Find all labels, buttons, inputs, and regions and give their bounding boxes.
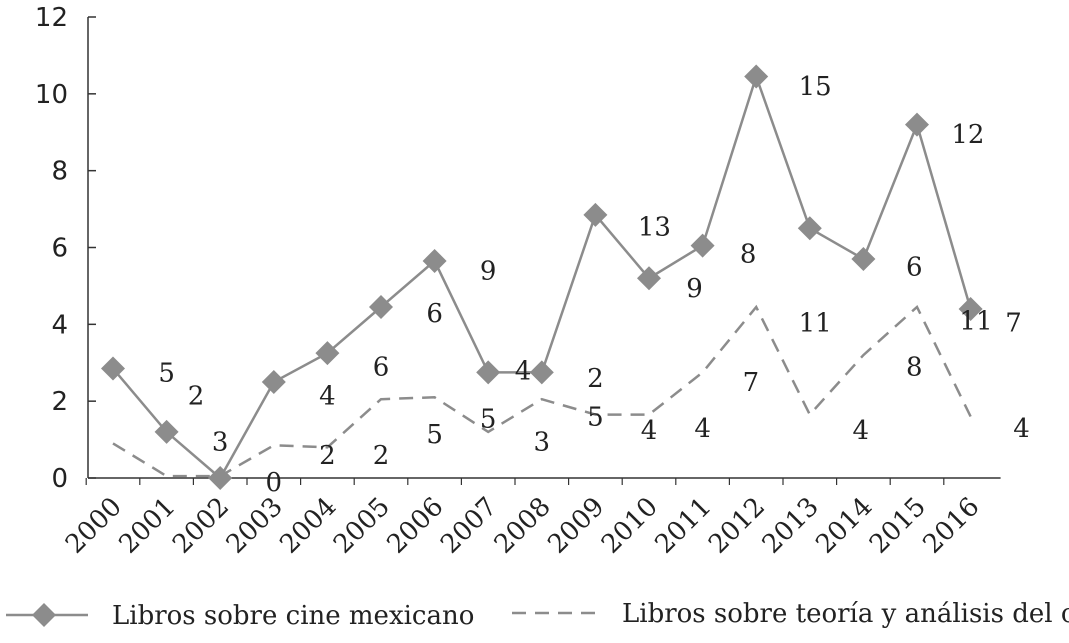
x-tick-label: 2004 [274, 492, 342, 560]
series-lines [112, 72, 972, 480]
x-tick-label: 2008 [489, 492, 557, 560]
data-point-marker [529, 360, 554, 385]
y-tick-label: 6 [51, 234, 68, 264]
x-tick-label: 2010 [596, 492, 664, 560]
data-label: 2 [373, 441, 390, 471]
series-markers [101, 64, 983, 490]
axes [85, 16, 1001, 485]
data-label: 5 [587, 403, 604, 433]
y-tick-label: 8 [51, 157, 68, 187]
data-point-marker [637, 266, 661, 291]
data-point-marker [208, 466, 233, 490]
x-tick-label: 2005 [328, 492, 396, 560]
y-tick-label: 10 [35, 80, 68, 110]
x-tick-label: 2013 [757, 492, 825, 560]
data-point-marker [851, 247, 876, 272]
data-label: 13 [638, 212, 671, 242]
data-label: 12 [951, 120, 984, 150]
x-tick-label: 2011 [650, 492, 718, 560]
data-label: 4 [515, 356, 532, 386]
data-label: 9 [686, 274, 703, 304]
data-point-marker [476, 360, 501, 385]
x-tick-label: 2003 [221, 492, 289, 560]
data-point-marker [261, 369, 286, 394]
data-label: 6 [426, 299, 443, 329]
data-point-marker [583, 202, 608, 227]
x-tick-label: 2016 [918, 492, 986, 560]
data-label: 6 [373, 353, 390, 383]
x-tick-label: 2007 [435, 492, 503, 560]
data-label: 2 [319, 441, 336, 471]
data-label: 8 [740, 239, 757, 269]
legend-label-teoria: Libros sobre teoría y análisis del cine [622, 599, 1069, 629]
data-label: 3 [534, 428, 551, 458]
x-tick-label: 2012 [703, 492, 771, 560]
x-tick-label: 2001 [114, 492, 182, 560]
x-tick-label: 2014 [810, 492, 878, 560]
x-tick-label: 2000 [60, 492, 128, 560]
data-point-marker [369, 295, 393, 320]
data-label: 5 [426, 420, 443, 450]
data-point-marker [797, 216, 822, 241]
legend-diamond-icon [32, 603, 56, 627]
x-tick-label: 2002 [167, 492, 235, 560]
data-point-marker [101, 356, 125, 381]
y-tick-label: 0 [51, 464, 68, 494]
data-label: 5 [158, 358, 175, 388]
data-label: 0 [266, 468, 283, 498]
data-label: 4 [1013, 414, 1030, 444]
data-label: 3 [212, 428, 229, 458]
y-tick-label: 2 [51, 387, 68, 417]
data-label: 4 [852, 416, 869, 446]
x-tick-label: 2006 [382, 492, 450, 560]
data-point-marker [905, 112, 929, 137]
x-tick-labels: 2000200120022003200420052006200720082009… [60, 492, 986, 560]
x-tick-label: 2009 [542, 492, 610, 560]
data-label: 4 [694, 414, 711, 444]
data-label: 7 [1005, 308, 1022, 338]
legend-label-mexicano: Libros sobre cine mexicano [112, 601, 474, 631]
data-label: 11 [959, 306, 992, 336]
data-point-marker [315, 341, 340, 366]
data-label: 2 [188, 381, 205, 411]
data-label: 4 [319, 381, 336, 411]
y-tick-labels: 0 2 4 6 8 10 12 [35, 3, 68, 494]
y-tick-label: 12 [35, 3, 68, 33]
data-label: 11 [799, 308, 832, 338]
data-label: 9 [480, 257, 497, 287]
data-point-marker [422, 248, 447, 273]
data-label: 2 [587, 364, 604, 394]
data-label: 4 [641, 416, 658, 446]
series-line-cine-mexicano [112, 72, 972, 480]
data-point-marker [958, 296, 983, 321]
x-tick-label: 2015 [864, 492, 932, 560]
y-tick-label: 4 [51, 310, 68, 340]
data-point-marker [690, 233, 715, 258]
data-label: 5 [480, 404, 497, 434]
legend: Libros sobre cine mexicano Libros sobre … [6, 599, 1069, 631]
data-point-marker [154, 419, 179, 444]
data-point-marker [744, 64, 769, 89]
data-label: 7 [743, 368, 760, 398]
data-label: 8 [906, 353, 923, 383]
data-label: 15 [799, 72, 832, 102]
data-label: 6 [906, 253, 923, 283]
series-line-teoria-analisis [112, 304, 972, 478]
